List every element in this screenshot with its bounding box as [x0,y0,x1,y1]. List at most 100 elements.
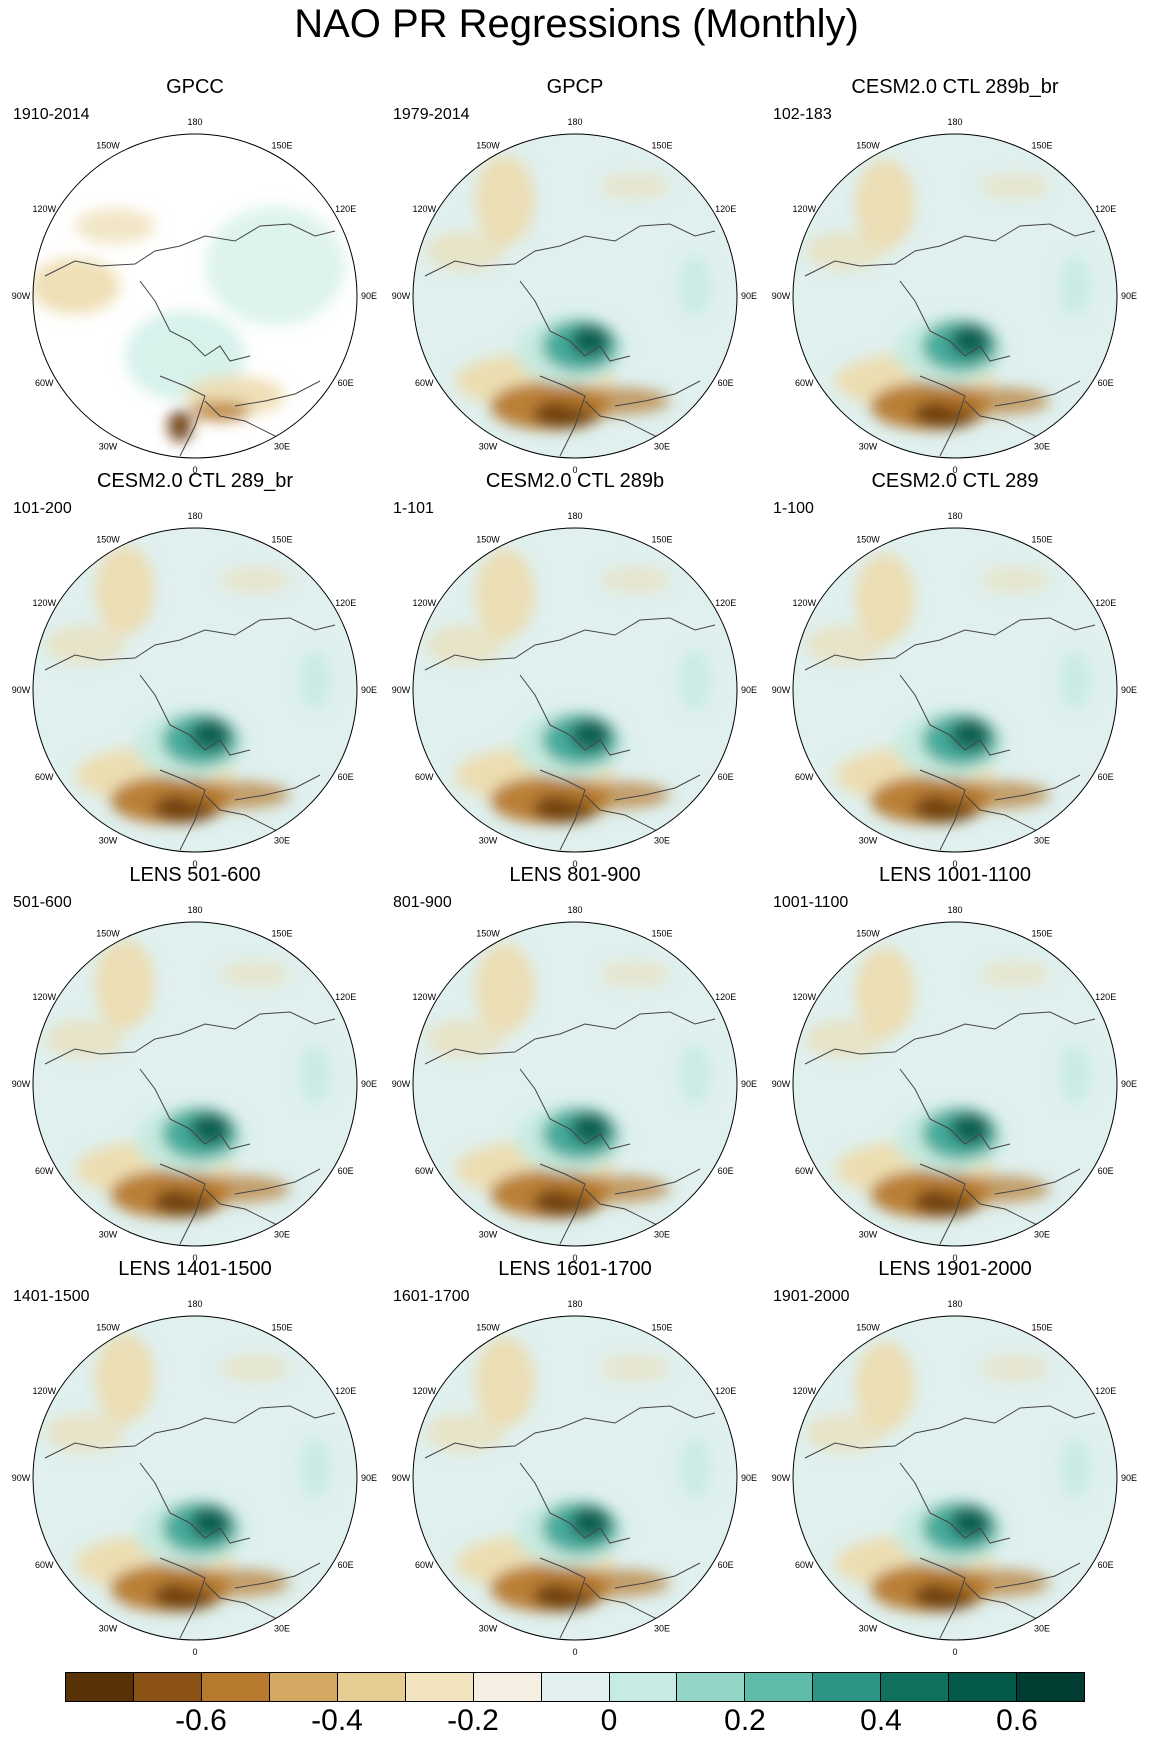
coastline [44,1405,336,1459]
longitude-label: 90E [361,1079,377,1089]
longitude-label: 150W [476,928,500,938]
longitude-label: 90E [1121,291,1137,301]
pacific-anomaly [855,947,915,1037]
anomaly [600,566,670,594]
longitude-label: 60E [1098,1166,1114,1176]
longitude-label: 120W [33,598,57,608]
longitude-label: 60W [415,1560,434,1570]
colorbar-tick-label: -0.2 [447,1704,499,1737]
longitude-label: 120E [1095,204,1116,214]
longitude-label: 150E [271,534,292,544]
colorbar-tick-label: 0.4 [860,1704,902,1737]
longitude-label: 120E [715,598,736,608]
colorbar-swatch [201,1673,270,1701]
regression-field [425,943,710,1218]
longitude-label: 30W [859,442,878,452]
asia-anomaly [1060,256,1090,316]
longitude-label: 30E [274,442,290,452]
panel-title: LENS 1901-2000 [878,1258,1032,1280]
land-anomaly [33,258,120,314]
longitude-label: 150W [96,1322,120,1332]
north-atlantic-anomaly [190,1507,230,1539]
longitude-label: 30W [859,1230,878,1240]
colorbar-swatch [405,1673,474,1701]
longitude-label: 120W [793,992,817,1002]
colorbar-swatch [609,1673,678,1701]
coastline [614,380,701,407]
colorbar-tick-label: 0.6 [996,1704,1038,1737]
coastline [519,674,631,756]
regression-field [805,159,1090,430]
map-panel: GPCC 1910-2014 180 150E 120E 90E 60E 30E 0 30W 60W… [5,76,385,475]
panel-period: 1979-2014 [393,106,470,123]
polar-map: 180 150E 120E 90E 60E 30E 0 30W 60W 90W 120W 150W [772,905,1137,1263]
longitude-label: 150E [1031,534,1052,544]
map-border [32,133,358,459]
coastline [919,769,966,851]
longitude-label: 90W [392,1473,411,1483]
map-border [412,133,738,459]
coastline [899,280,1011,362]
page-title: NAO PR Regressions (Monthly) [294,2,859,46]
coastline [539,1557,586,1639]
north-atlantic-anomaly [570,719,610,751]
anomaly [600,960,670,988]
longitude-label: 120E [1095,1386,1116,1396]
longitude-label: 180 [947,905,962,915]
longitude-label: 180 [947,511,962,521]
longitude-label: 60W [795,378,814,388]
longitude-label: 150W [856,140,880,150]
map-panel: LENS 1001-1100 1001-1100 180 150E 120E 90E 60E… [765,864,1145,1263]
longitude-label: 90W [772,685,791,695]
colorbar-swatch [745,1673,814,1701]
longitude-label: 90E [741,1473,757,1483]
coastline [919,1557,966,1639]
coastline [614,1562,701,1589]
panel-title: LENS 801-900 [509,864,641,886]
asia-anomaly [680,1044,710,1104]
north-atlantic-anomaly [950,325,990,357]
longitude-label: 60W [35,772,54,782]
anomaly [425,1413,505,1453]
longitude-label: 30W [99,1624,118,1634]
pacific-anomaly [95,545,155,635]
longitude-label: 0 [192,859,197,869]
asia-anomaly [680,256,710,316]
longitude-label: 0 [952,465,957,475]
longitude-label: 180 [567,1299,582,1309]
colorbar-swatch [949,1673,1018,1701]
anomaly [45,1413,125,1453]
mediterranean-anomaly [560,387,670,415]
longitude-label: 120E [715,992,736,1002]
map-panel: CESM2.0 CTL 289 1-100 180 150E 120E 90E 60E 30E… [765,470,1145,869]
longitude-label: 60W [415,378,434,388]
map-panel: CESM2.0 CTL 289_br 101-200 180 150E 120E 90E 6… [5,470,385,869]
longitude-label: 30E [1034,836,1050,846]
longitude-label: 90W [772,1079,791,1089]
colorbar-tick-label: 0.2 [724,1704,766,1737]
mediterranean-anomaly [940,387,1050,415]
panel-title: GPCC [166,76,224,98]
longitude-label: 30E [1034,1230,1050,1240]
panel-title: GPCP [546,76,604,98]
map-border [792,133,1118,459]
pacific-anomaly [475,549,535,639]
coastline [899,1068,1011,1150]
longitude-label: 90W [392,291,411,301]
longitude-label: 30W [859,1624,878,1634]
panel-period: 1-100 [773,500,814,517]
panel-title: CESM2.0 CTL 289b_br [851,76,1059,98]
longitude-label: 30E [274,1230,290,1240]
longitude-label: 150W [856,928,880,938]
coastline [139,1462,251,1544]
panel-period: 1001-1100 [773,894,849,911]
panel-period: 1910-2014 [13,106,90,123]
panel-title: LENS 1601-1700 [498,1258,652,1280]
longitude-label: 60W [35,1560,54,1570]
longitude-label: 0 [572,859,577,869]
north-atlantic-anomaly [570,1507,610,1539]
colorbar-swatch [813,1673,882,1701]
north-atlantic-anomaly [190,1113,230,1145]
longitude-label: 120E [335,598,356,608]
pacific-anomaly [95,1333,155,1423]
